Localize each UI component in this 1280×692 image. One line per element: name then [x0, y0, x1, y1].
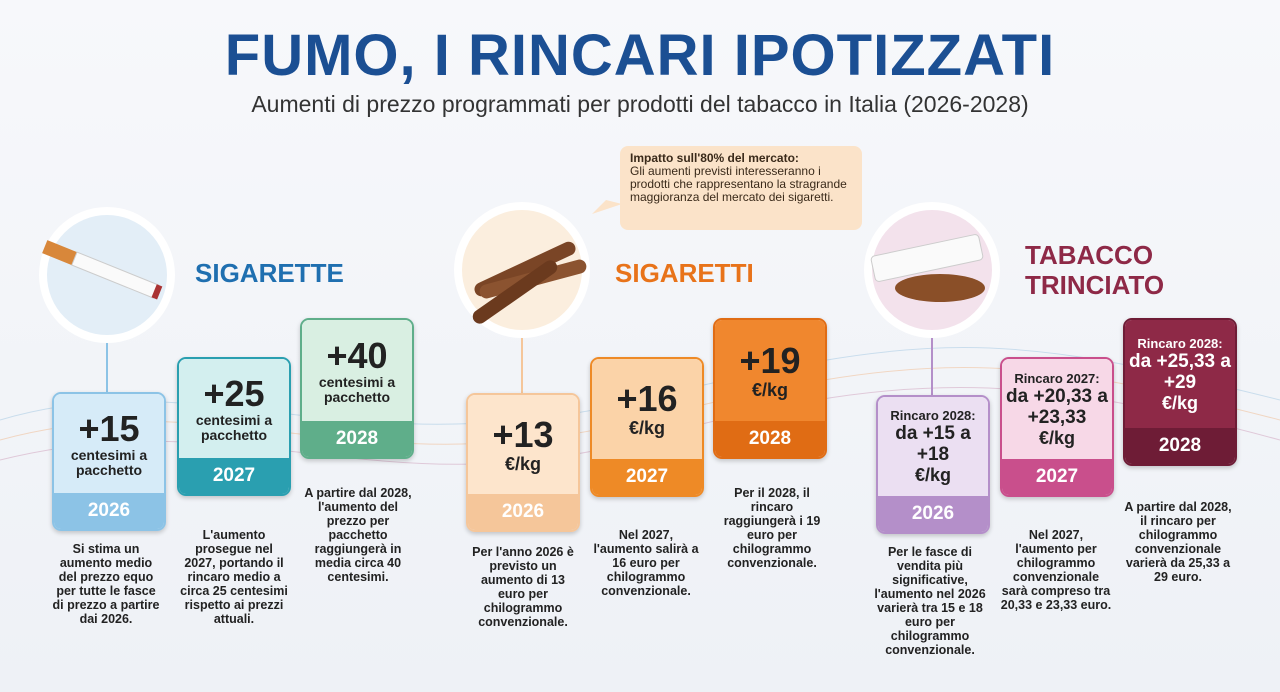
section-name: SIGARETTE [195, 258, 344, 288]
note: Per il 2028, il rincaro raggiungerà i 19… [723, 486, 821, 570]
box-top: +15 centesimi a pacchetto [54, 394, 164, 493]
box-unit: centesimi a pacchetto [70, 446, 148, 478]
box-unit: €/kg [751, 379, 789, 400]
tobacco-icon [870, 234, 985, 302]
box-label: Rincaro 2028: [1137, 335, 1223, 351]
price-box: +16 €/kg 2027 [590, 357, 704, 497]
price-box: +15 centesimi a pacchetto 2026 [52, 392, 166, 531]
box-label: Rincaro 2027: [1014, 370, 1100, 386]
price-box: +25 centesimi a pacchetto 2027 [177, 357, 291, 496]
note: Nel 2027, l'aumento salirà a 16 euro per… [593, 528, 699, 598]
price-box: Rincaro 2028: da +15 a +18 €/kg 2026 [876, 395, 990, 534]
box-year: 2028 [302, 421, 412, 457]
cigar-icon [472, 241, 587, 324]
box-unit: €/kg [504, 453, 542, 474]
price-box: +19 €/kg 2028 [713, 318, 827, 459]
box-value: da +15 a +18 [895, 423, 971, 465]
box-value: da +25,33 a +29 [1129, 350, 1231, 393]
price-box: Rincaro 2028: da +25,33 a +29 €/kg 2028 [1123, 318, 1237, 466]
subtitle: Aumenti di prezzo programmati per prodot… [251, 91, 1029, 117]
note: Per le fasce di vendita più significativ… [874, 545, 986, 657]
box-top: Rincaro 2027: da +20,33 a +23,33 €/kg [1002, 359, 1112, 459]
box-label: Rincaro 2028: [890, 408, 976, 423]
box-value: +16 [616, 378, 678, 419]
box-year: 2027 [179, 458, 289, 494]
price-box: +40 centesimi a pacchetto 2028 [300, 318, 414, 459]
box-year: 2026 [54, 493, 164, 529]
box-value: +15 [78, 407, 140, 449]
cigarette-icon [42, 240, 163, 300]
callout: Impatto sull'80% del mercato: Gli aument… [620, 146, 862, 230]
box-top: +19 €/kg [715, 320, 825, 421]
callout-text: Gli aumenti previsti interesseranno i pr… [630, 164, 847, 204]
box-year: 2026 [468, 494, 578, 530]
section-name: TABACCO TRINCIATO [1025, 240, 1165, 300]
box-top: +16 €/kg [592, 359, 702, 459]
box-value: +13 [492, 413, 554, 455]
box-top: +40 centesimi a pacchetto [302, 320, 412, 421]
box-unit: €/kg [914, 465, 952, 485]
box-unit: €/kg [628, 418, 666, 438]
note: Nel 2027, l'aumento per chilogrammo conv… [1000, 528, 1112, 612]
note: Si stima un aumento medio del prezzo equ… [52, 542, 160, 626]
callout-title: Impatto sull'80% del mercato: [630, 151, 799, 165]
box-value: +25 [203, 372, 265, 414]
note: L'aumento prosegue nel 2027, portando il… [180, 528, 288, 626]
box-top: +13 €/kg [468, 395, 578, 494]
box-year: 2028 [1125, 428, 1235, 464]
price-box: Rincaro 2027: da +20,33 a +23,33 €/kg 2027 [1000, 357, 1114, 497]
callout-pointer [592, 200, 622, 214]
box-unit: centesimi a pacchetto [318, 373, 396, 405]
price-box: +13 €/kg 2026 [466, 393, 580, 532]
box-year: 2027 [1002, 459, 1112, 495]
note: A partire dal 2028, il rincaro per chilo… [1124, 500, 1232, 584]
note: Per l'anno 2026 è previsto un aumento di… [472, 545, 574, 629]
box-unit: centesimi a pacchetto [195, 411, 273, 443]
section-name: SIGARETTI [615, 258, 754, 288]
box-value: da +20,33 a +23,33 [1006, 385, 1108, 428]
box-year: 2028 [715, 421, 825, 457]
box-value: +19 [739, 339, 801, 381]
box-unit: €/kg [1161, 392, 1199, 413]
box-year: 2026 [878, 496, 988, 532]
title: FUMO, I RINCARI IPOTIZZATI [224, 23, 1056, 88]
box-top: +25 centesimi a pacchetto [179, 359, 289, 458]
box-value: +40 [326, 334, 388, 376]
box-unit: €/kg [1038, 427, 1076, 448]
box-top: Rincaro 2028: da +25,33 a +29 €/kg [1125, 320, 1235, 428]
note: A partire dal 2028, l'aumento del prezzo… [304, 486, 412, 584]
box-year: 2027 [592, 459, 702, 495]
box-top: Rincaro 2028: da +15 a +18 €/kg [878, 397, 988, 496]
